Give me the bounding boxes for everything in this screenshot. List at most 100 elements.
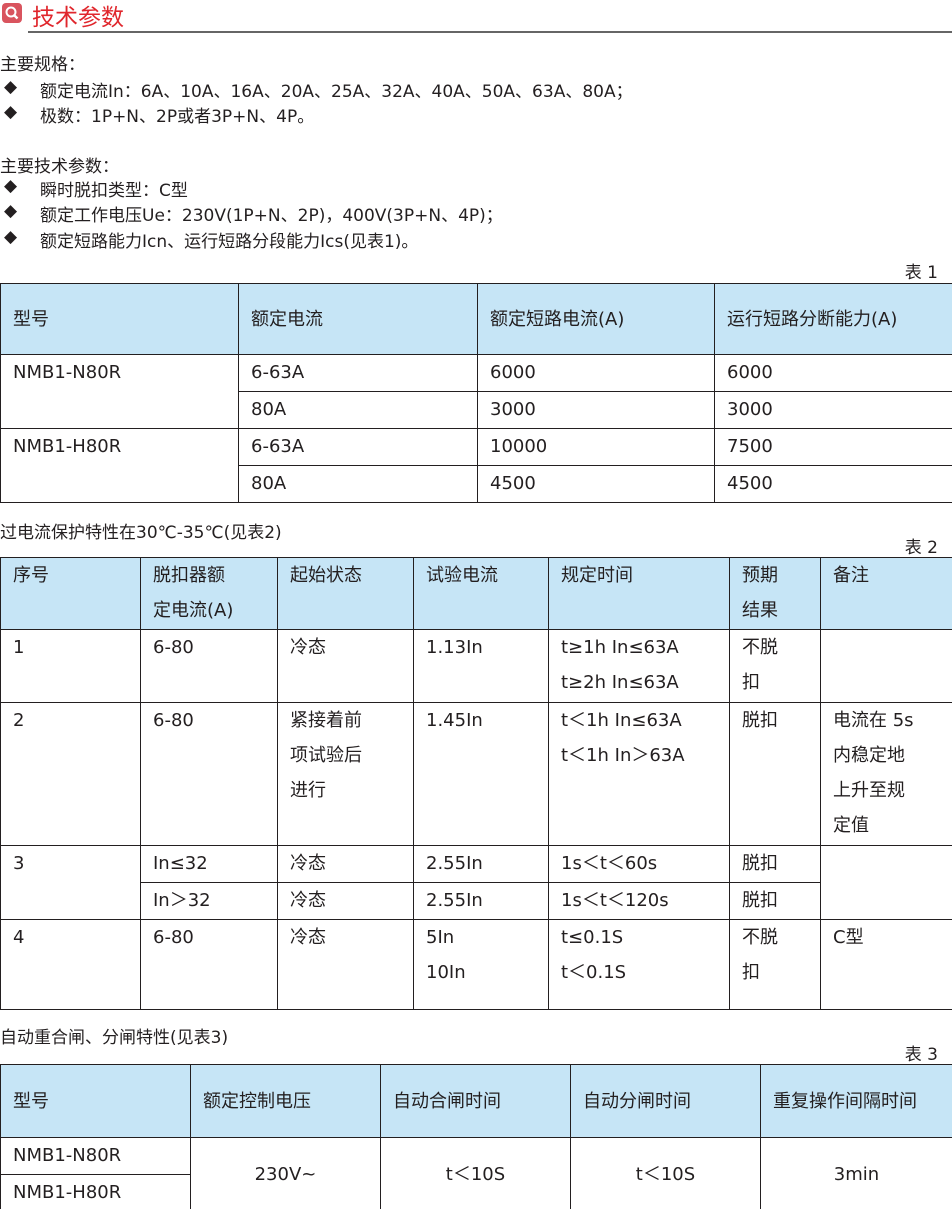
param-bullet: 瞬时脱扣类型：C型 [40, 181, 188, 201]
value-cell: 80A [238, 391, 478, 429]
state-cell: 紧接着前项试验后进行 [277, 702, 414, 846]
value-cell: 4500 [477, 465, 715, 503]
column-header: 起始状态 [277, 557, 414, 630]
column-header: 自动合闸时间 [380, 1064, 571, 1138]
table1-label: 表 1 [904, 263, 938, 283]
value-cell: 230V~ [190, 1137, 381, 1209]
cell-line: 内稳定地 [833, 745, 905, 766]
model-cell: NMB1-H80R [0, 1174, 191, 1209]
section-title: 技术参数 [32, 5, 124, 31]
column-header: 脱扣器额 定电流(A) [140, 557, 278, 630]
test-cell: 1.13In [413, 629, 549, 703]
cell-line: 5In [426, 927, 455, 948]
value-cell: t＜10S [380, 1137, 571, 1209]
table-header-row: 型号 额定电流 额定短路电流(A) 运行短路分断能力(A) [0, 283, 952, 355]
cell-line: t≥2h In≤63A [561, 672, 679, 693]
cell-line: 脱扣 [742, 710, 778, 731]
cell-line: 6-80 [153, 710, 194, 731]
cell-line: 脱扣器额 [153, 565, 225, 586]
table3-caption: 自动重合闸、分闸特性(见表3) [0, 1028, 229, 1048]
result-cell: 不脱扣 [729, 629, 821, 703]
cell-line: 冷态 [290, 637, 326, 658]
cell-line: 项试验后 [290, 745, 362, 766]
table-row: 1 6-80 冷态 1.13In t≥1h In≤63A t≥2h In≤63A 不脱扣 [0, 629, 952, 703]
table-row: 80A 4500 4500 [1, 465, 952, 503]
value-cell: 6000 [477, 354, 715, 392]
spec-bullet: 额定电流In：6A、10A、16A、20A、25A、32A、40A、50A、63… [40, 82, 633, 102]
table-row: NMB1-H80R [0, 1174, 952, 1209]
table2-caption: 过电流保护特性在30℃-35℃(见表2) [0, 523, 282, 543]
bullet-icon: ◆ [4, 201, 18, 221]
note-cell [820, 629, 952, 703]
state-cell: 冷态 [277, 919, 414, 1010]
cell-line: 试验电流 [426, 565, 498, 586]
cell-line: 1s＜t＜60s [561, 853, 658, 874]
param-bullet: 额定工作电压Ue：230V(1P+N、2P)，400V(3P+N、4P)； [40, 206, 503, 226]
table-3: 型号 额定控制电压 自动合闸时间 自动分闸时间 重复操作间隔时间 NMB1-N80R 230… [0, 1064, 952, 1209]
table-2: 序号 脱扣器额 定电流(A) 起始状态 试验电流 规定时间 预期 结果 备注 1 6-80 冷态 1.1… [0, 557, 952, 1010]
test-cell: 2.55In [413, 882, 549, 920]
table-row: 3 In≤32 冷态 2.55In 1s＜t＜60s 脱扣 [0, 845, 952, 920]
spec-bullet: 极数：1P+N、2P或者3P+N、4P。 [40, 107, 315, 127]
cell-line: 不脱 [742, 637, 778, 658]
cell-line: 2.55In [426, 853, 483, 874]
column-header: 额定短路电流(A) [477, 283, 715, 355]
cell-line: 起始状态 [290, 565, 362, 586]
cell-line: t≤0.1S [561, 927, 624, 948]
model-cell: NMB1-N80R [0, 1137, 191, 1175]
cell-line: 规定时间 [561, 565, 633, 586]
cell-line: t＜1h In≤63A [561, 710, 682, 731]
cell-line: t＜0.1S [561, 962, 627, 983]
cell-line: In≤32 [153, 853, 208, 874]
column-header: 序号 [0, 557, 141, 630]
cell-line: 2.55In [426, 890, 483, 911]
column-header: 型号 [0, 283, 239, 355]
time-cell: t≤0.1S t＜0.1S [548, 919, 730, 1010]
bullet-icon: ◆ [4, 77, 18, 97]
param-bullet: 额定短路能力Icn、运行短路分段能力Ics(见表1)。 [40, 232, 419, 252]
cell-line: 备注 [833, 565, 869, 586]
spec-heading: 主要规格： [0, 55, 85, 75]
cell-line: 紧接着前 [290, 710, 362, 731]
title-divider [28, 31, 952, 33]
params-heading: 主要技术参数： [0, 157, 119, 177]
result-cell: 脱扣 [729, 845, 821, 883]
number-cell: 2 [0, 702, 141, 846]
result-cell: 脱扣 [729, 882, 821, 920]
cell-line: 1.45In [426, 710, 483, 731]
column-header: 自动分闸时间 [570, 1064, 761, 1138]
column-header: 型号 [0, 1064, 191, 1138]
cell-line: 6-80 [153, 927, 194, 948]
number-cell: 4 [0, 919, 141, 1010]
column-header: 备注 [820, 557, 952, 630]
value-cell: 80A [238, 465, 478, 503]
value-cell: 7500 [714, 428, 952, 466]
note-cell: 电流在 5s 内稳定地 上升至规 定值 [820, 702, 952, 846]
cell-line: 电流在 5s [833, 710, 914, 731]
bullet-icon: ◆ [4, 227, 18, 247]
note-cell [820, 845, 952, 920]
test-cell: 1.45In [413, 702, 549, 846]
table2-label: 表 2 [904, 538, 938, 558]
cell-line: 进行 [290, 780, 326, 801]
value-cell: 10000 [477, 428, 715, 466]
test-cell: 5In 10In [413, 919, 549, 1010]
bullet-icon: ◆ [4, 102, 18, 122]
cell-line: 扣 [742, 672, 760, 693]
state-cell: 冷态 [277, 629, 414, 703]
search-icon [2, 3, 22, 23]
value-cell: 6000 [714, 354, 952, 392]
table-row: In＞32 冷态 2.55In 1s＜t＜120s 脱扣 [1, 882, 952, 920]
model-cell: NMB1-N80R [0, 354, 239, 429]
value-cell: 6-63A [238, 428, 478, 466]
table-row: NMB1-N80R 230V~ t＜10S t＜10S 3min [0, 1137, 952, 1209]
result-cell: 脱扣 [729, 702, 821, 846]
time-cell: 1s＜t＜120s [548, 882, 730, 920]
cell-line: 上升至规 [833, 780, 905, 801]
time-cell: t＜1h In≤63A t＜1h In＞63A [548, 702, 730, 846]
column-header: 运行短路分断能力(A) [714, 283, 952, 355]
column-header: 规定时间 [548, 557, 730, 630]
value-cell: 4500 [714, 465, 952, 503]
table-row: 80A 3000 3000 [1, 391, 952, 429]
